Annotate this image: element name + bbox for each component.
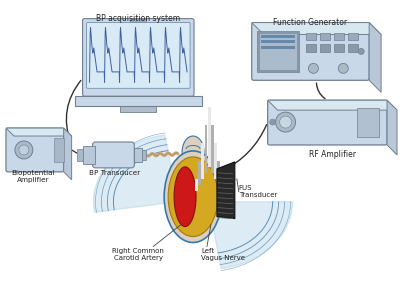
Ellipse shape (168, 157, 218, 237)
Circle shape (280, 116, 292, 128)
Polygon shape (369, 22, 381, 92)
Text: Biopotential
Amplifier: Biopotential Amplifier (11, 170, 54, 183)
Text: Left
Vagus Nerve: Left Vagus Nerve (201, 248, 245, 261)
Bar (261, 46, 294, 49)
Bar (259, 33, 296, 70)
Ellipse shape (182, 136, 204, 168)
Bar (261, 35, 294, 37)
Polygon shape (252, 22, 381, 35)
FancyBboxPatch shape (82, 19, 194, 96)
Circle shape (338, 64, 348, 73)
Bar (201, 143, 204, 179)
Bar (348, 33, 358, 40)
Text: BP Transducer: BP Transducer (89, 170, 140, 176)
Bar (75, 96, 202, 106)
Bar (320, 33, 330, 40)
Bar (195, 179, 198, 191)
Bar (134, 148, 142, 162)
Ellipse shape (164, 151, 222, 243)
Polygon shape (94, 135, 178, 212)
Text: RF Amplifier: RF Amplifier (309, 150, 356, 159)
Polygon shape (217, 162, 235, 219)
Circle shape (308, 64, 318, 73)
Bar (82, 146, 94, 164)
Bar (204, 125, 207, 173)
Bar (198, 161, 201, 185)
Circle shape (270, 119, 276, 125)
Text: Function Generator: Function Generator (273, 18, 348, 27)
Bar (320, 44, 330, 53)
Polygon shape (64, 128, 72, 180)
Bar (334, 33, 344, 40)
Bar (357, 108, 379, 137)
Bar (348, 44, 358, 53)
FancyBboxPatch shape (252, 22, 369, 80)
Bar (306, 44, 316, 53)
Polygon shape (268, 100, 397, 110)
Polygon shape (208, 202, 292, 269)
Bar (334, 44, 344, 53)
Text: Right Common
Carotid Artery: Right Common Carotid Artery (112, 248, 164, 261)
Bar (261, 40, 294, 44)
FancyBboxPatch shape (6, 128, 64, 172)
Text: BP acquisition system: BP acquisition system (96, 13, 180, 22)
Circle shape (358, 48, 364, 55)
Circle shape (276, 112, 296, 132)
Ellipse shape (174, 167, 196, 226)
Polygon shape (6, 128, 72, 136)
Bar (130, 19, 146, 22)
Bar (54, 138, 64, 162)
FancyBboxPatch shape (92, 142, 134, 168)
FancyBboxPatch shape (86, 22, 190, 88)
Bar (211, 125, 214, 173)
Circle shape (19, 145, 29, 155)
Bar (77, 149, 82, 161)
Bar (208, 107, 210, 167)
Bar (257, 31, 298, 72)
Bar (120, 106, 156, 112)
Bar (214, 143, 217, 179)
Bar (217, 161, 220, 185)
Bar (142, 150, 146, 160)
Polygon shape (387, 100, 397, 155)
Circle shape (15, 141, 33, 159)
Text: FUS
Transducer: FUS Transducer (239, 185, 277, 198)
Bar (306, 33, 316, 40)
FancyBboxPatch shape (268, 100, 387, 145)
